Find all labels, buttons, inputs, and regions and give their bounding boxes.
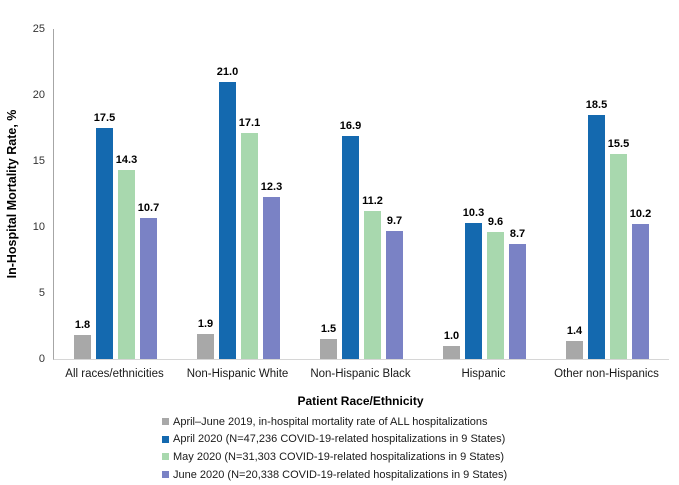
x-category-label: Non-Hispanic White — [186, 368, 289, 380]
bar-value-label: 1.0 — [443, 330, 460, 342]
x-category-label: Non-Hispanic Black — [310, 368, 411, 380]
bar-group: 1.8 17.5 14.3 10.7 — [54, 29, 177, 359]
bar — [219, 82, 236, 359]
y-tick-label: 20 — [32, 89, 45, 101]
y-tick-label: 25 — [32, 23, 45, 35]
bar-value-label: 21.0 — [216, 66, 239, 78]
bar-value-label: 17.5 — [93, 112, 116, 124]
bar — [320, 339, 337, 359]
bar — [610, 154, 627, 359]
bar-value-label: 16.9 — [339, 120, 362, 132]
bar-value-label: 11.2 — [362, 195, 383, 207]
bar-value-label: 1.4 — [566, 325, 583, 337]
bar-slot: 9.6 — [487, 216, 504, 359]
bar-value-label: 10.3 — [462, 207, 485, 219]
bar-groups: 1.8 17.5 14.3 10.7 1.9 21.0 17.1 12.3 1.5 16.9 11.… — [54, 29, 669, 359]
y-tick-label: 15 — [32, 155, 45, 167]
bar-slot: 12.3 — [261, 181, 282, 359]
bar — [443, 346, 460, 359]
bar-slot: 9.7 — [386, 215, 403, 359]
bar — [342, 136, 359, 359]
legend-row: April–June 2019, in-hospital mortality r… — [162, 413, 507, 431]
legend-swatch-icon — [162, 435, 169, 443]
bar — [487, 232, 504, 359]
legend-row: May 2020 (N=31,303 COVID-19-related hosp… — [162, 448, 507, 466]
y-tick-label: 0 — [38, 353, 45, 365]
bar-group: 1.4 18.5 15.5 10.2 — [546, 29, 669, 359]
bar — [509, 244, 526, 359]
bar-slot: 1.8 — [74, 319, 91, 359]
bar-value-label: 1.8 — [74, 319, 91, 331]
bar-slot: 15.5 — [608, 138, 629, 359]
legend-row: June 2020 (N=20,338 COVID-19-related hos… — [162, 466, 507, 484]
bar-slot: 10.3 — [463, 207, 484, 359]
legend-row: April 2020 (N=47,236 COVID-19-related ho… — [162, 431, 507, 449]
bar-value-label: 14.3 — [115, 154, 138, 166]
legend-swatch-icon — [162, 471, 169, 479]
y-tick-label: 5 — [38, 287, 45, 299]
bar-slot: 1.4 — [566, 325, 583, 359]
bar — [96, 128, 113, 359]
bar-slot: 1.9 — [197, 318, 214, 359]
bar-group: 1.5 16.9 11.2 9.7 — [300, 29, 423, 359]
bar — [197, 334, 214, 359]
bar-slot: 1.0 — [443, 330, 460, 359]
legend-label: June 2020 (N=20,338 COVID-19-related hos… — [173, 468, 508, 481]
bar — [632, 224, 649, 359]
bar-slot: 8.7 — [509, 228, 526, 359]
bar — [74, 335, 91, 359]
bar-value-label: 10.7 — [137, 202, 160, 214]
bar-slot: 18.5 — [586, 99, 607, 359]
bar — [386, 231, 403, 359]
bar-slot: 14.3 — [116, 154, 137, 359]
bar-value-label: 17.1 — [238, 117, 261, 129]
bar-slot: 17.5 — [94, 112, 115, 359]
bar-slot: 10.2 — [630, 208, 651, 359]
x-axis-title: Patient Race/Ethnicity — [297, 394, 424, 408]
x-category-label: Hispanic — [461, 368, 506, 380]
bar-group: 1.9 21.0 17.1 12.3 — [177, 29, 300, 359]
legend-label: May 2020 (N=31,303 COVID-19-related hosp… — [173, 450, 505, 463]
legend-label: April–June 2019, in-hospital mortality r… — [173, 415, 488, 428]
bar-value-label: 9.6 — [487, 216, 504, 228]
bar-slot: 21.0 — [217, 66, 238, 359]
bar-value-label: 18.5 — [585, 99, 608, 111]
x-category-label: Other non-Hispanics — [554, 368, 659, 380]
legend: April–June 2019, in-hospital mortality r… — [162, 413, 507, 483]
bar-value-label: 12.3 — [260, 181, 283, 193]
x-axis-category-labels: All races/ethnicities Non-Hispanic White N… — [53, 368, 668, 380]
bar-slot: 16.9 — [340, 120, 361, 359]
bar-value-label: 15.5 — [607, 138, 630, 150]
plot-area: 1.8 17.5 14.3 10.7 1.9 21.0 17.1 12.3 1.5 16.9 11.… — [53, 29, 669, 360]
y-axis-title: In-Hospital Mortality Rate, % — [5, 109, 19, 279]
bar — [465, 223, 482, 359]
bar-value-label: 10.2 — [629, 208, 652, 220]
bar — [588, 115, 605, 359]
bar — [241, 133, 258, 359]
bar — [118, 170, 135, 359]
bar — [140, 218, 157, 359]
bar-value-label: 1.5 — [320, 323, 337, 335]
bar-slot: 11.2 — [362, 195, 383, 359]
bar-value-label: 8.7 — [509, 228, 526, 240]
x-category-label: All races/ethnicities — [65, 368, 164, 380]
bar-value-label: 9.7 — [386, 215, 403, 227]
y-tick-label: 10 — [32, 221, 45, 233]
bar — [566, 341, 583, 359]
legend-swatch-icon — [162, 418, 169, 426]
legend-swatch-icon — [162, 453, 169, 461]
bar — [364, 211, 381, 359]
bar-group: 1.0 10.3 9.6 8.7 — [423, 29, 546, 359]
bar-slot: 17.1 — [239, 117, 260, 359]
bar-value-label: 1.9 — [197, 318, 214, 330]
bar — [263, 197, 280, 359]
bar-slot: 1.5 — [320, 323, 337, 359]
bar-slot: 10.7 — [138, 202, 159, 359]
legend-label: April 2020 (N=47,236 COVID-19-related ho… — [173, 433, 506, 446]
